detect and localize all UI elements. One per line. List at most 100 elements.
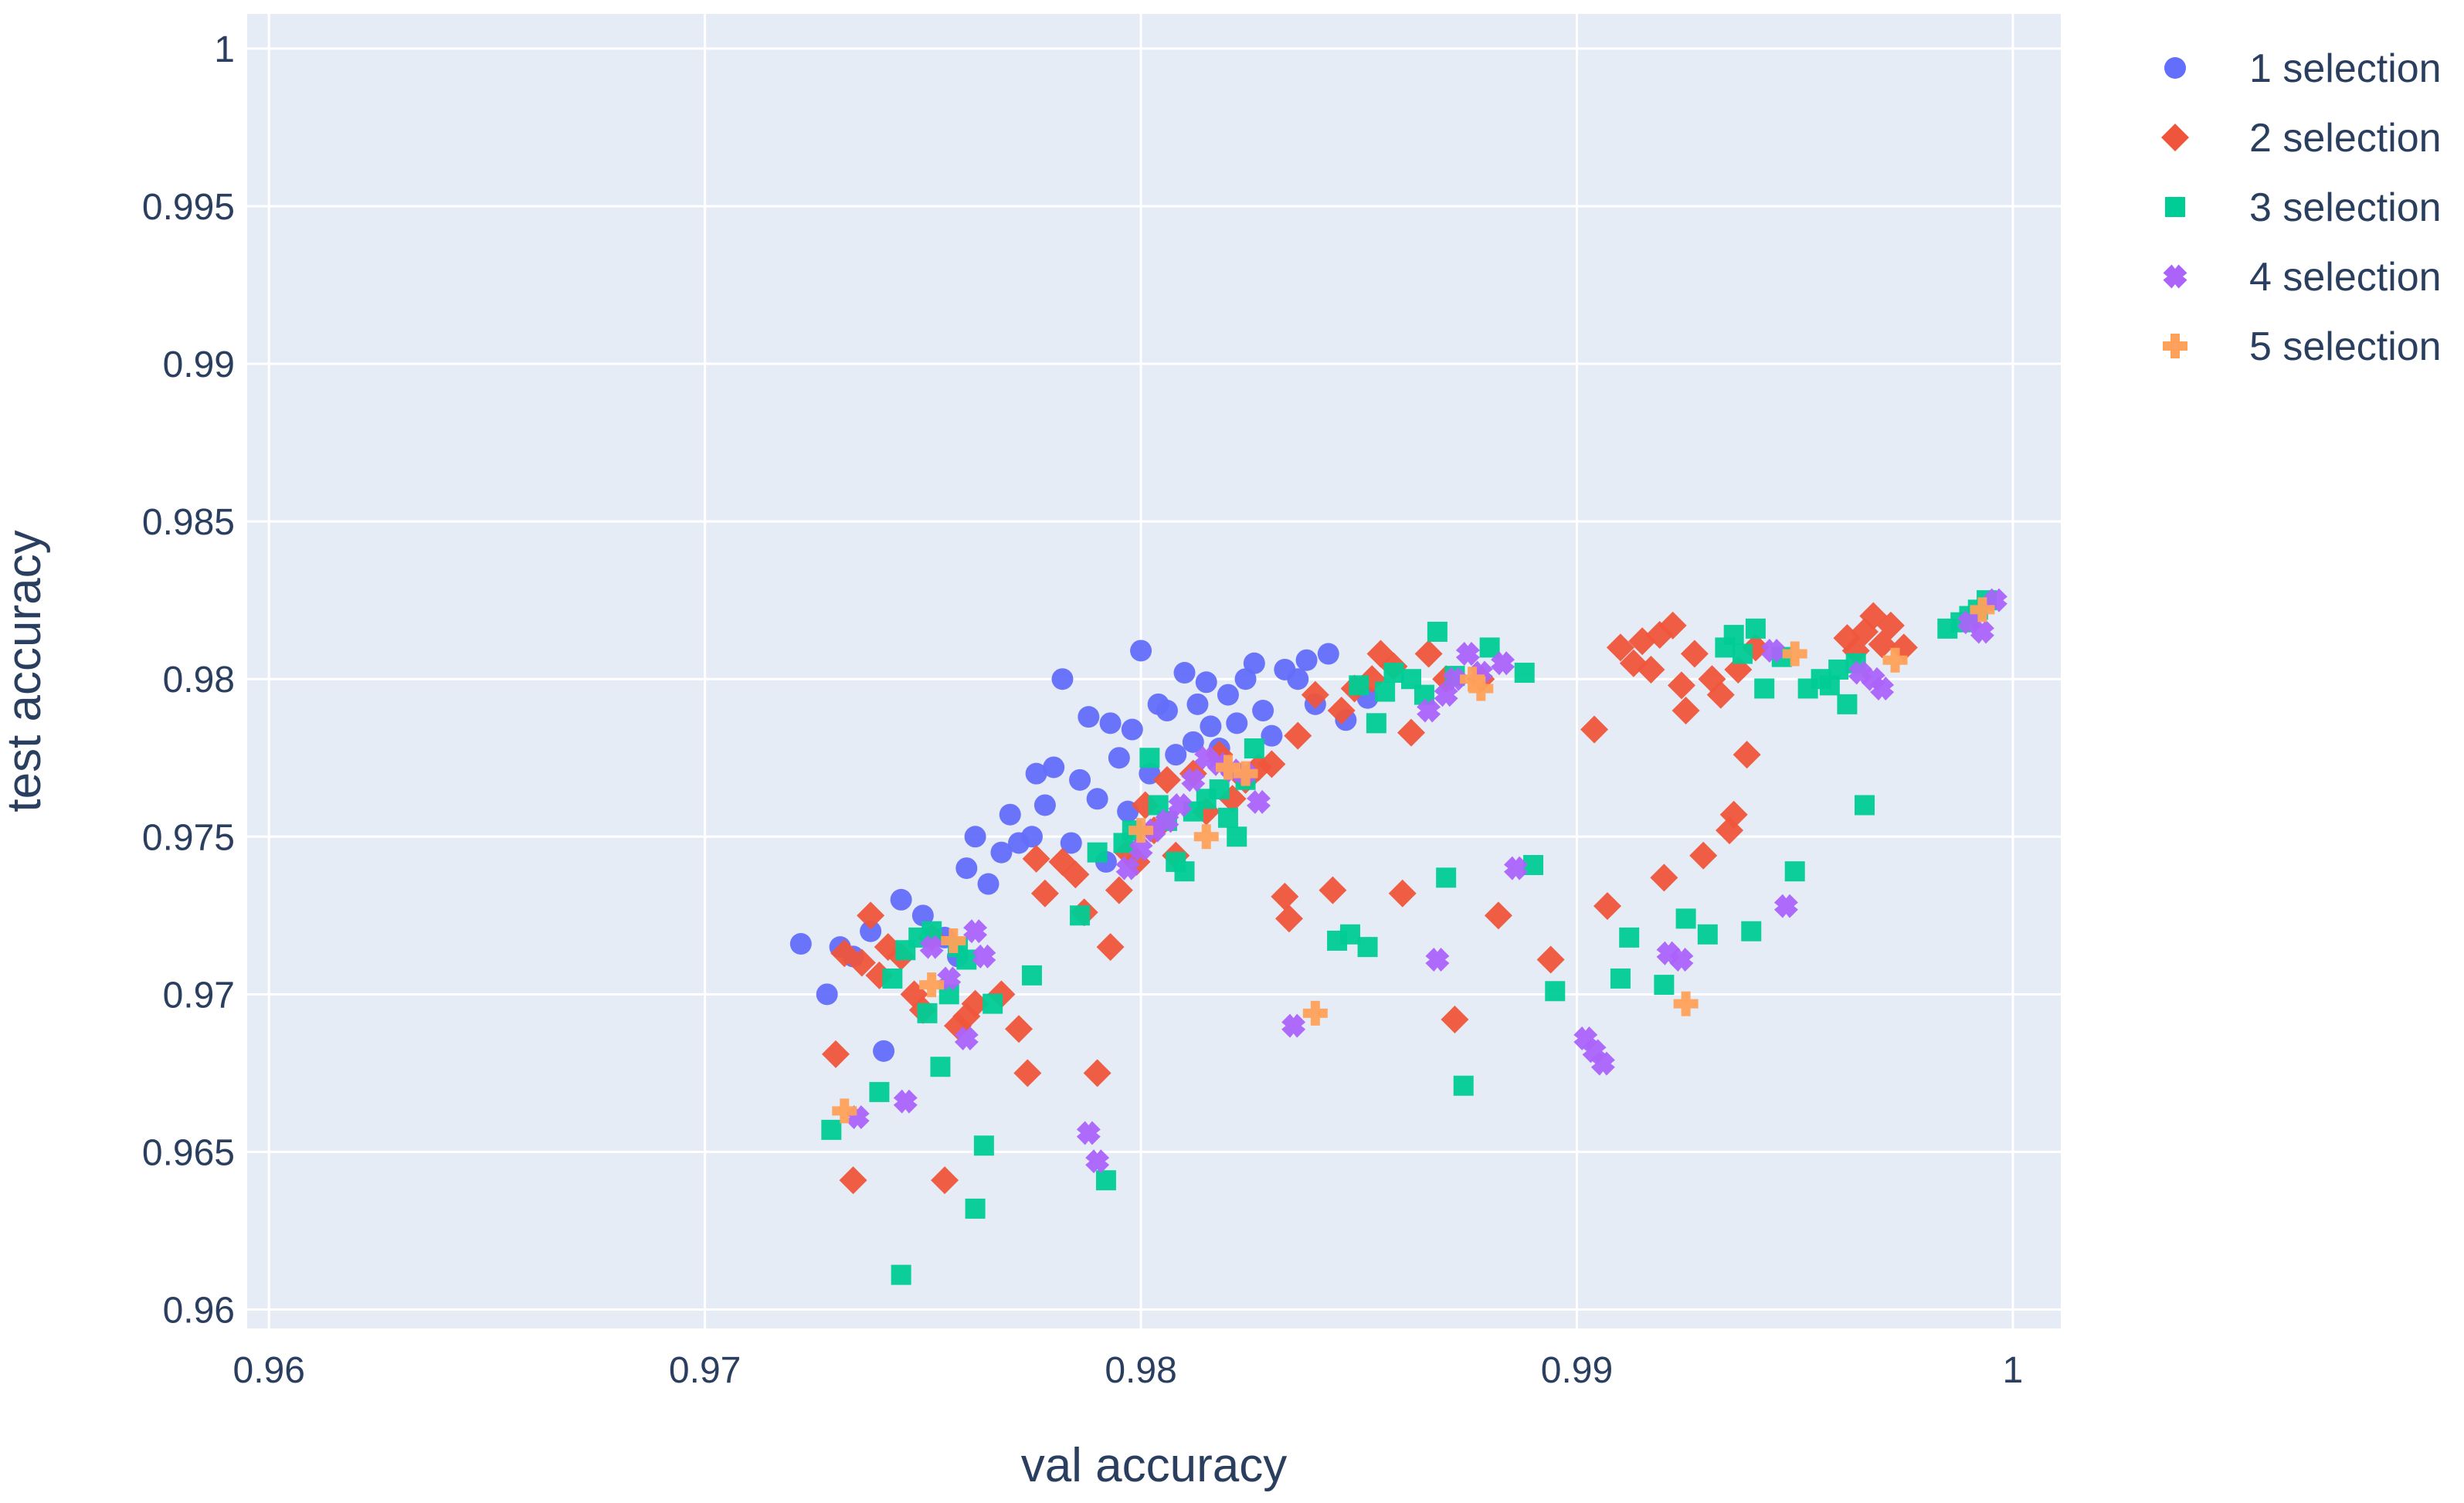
data-point — [869, 1081, 890, 1102]
data-point — [1302, 1000, 1328, 1026]
data-point — [1195, 671, 1217, 694]
legend-label: 5 selection — [2249, 324, 2442, 369]
data-point — [1043, 756, 1065, 779]
data-point — [1076, 1121, 1101, 1145]
data-point — [1606, 633, 1634, 662]
data-point — [941, 928, 966, 953]
data-point — [1706, 680, 1735, 709]
legend-item-3[interactable]: 3 selection — [2165, 185, 2442, 230]
y-tick-label: 0.995 — [142, 187, 235, 228]
y-tick-label: 1 — [214, 29, 235, 70]
data-point — [1271, 882, 1299, 911]
data-point — [1030, 879, 1059, 908]
data-point — [1837, 694, 1858, 714]
data-point — [1193, 824, 1219, 850]
data-point — [1051, 668, 1074, 690]
data-point — [1417, 698, 1441, 723]
data-point — [1536, 945, 1565, 974]
data-point — [1654, 975, 1675, 996]
data-point — [1732, 643, 1753, 664]
data-point — [1468, 676, 1494, 701]
data-point — [919, 935, 944, 959]
data-point — [1174, 861, 1195, 882]
data-point — [1121, 718, 1143, 741]
data-point — [1020, 826, 1043, 848]
data-point — [1005, 1015, 1033, 1043]
x-tick-label: 0.99 — [1541, 1350, 1613, 1391]
data-point — [1876, 611, 1905, 640]
data-point — [1128, 837, 1153, 862]
data-points — [789, 588, 2008, 1285]
data-point — [1078, 706, 1100, 728]
data-point — [1484, 901, 1512, 930]
data-point — [1130, 640, 1152, 662]
legend[interactable]: 1 selection 2 selection 3 selection 4 selec… — [2161, 46, 2442, 369]
data-point — [1021, 965, 1042, 986]
data-point — [821, 1040, 850, 1068]
data-point — [1156, 700, 1178, 722]
data-point — [1723, 625, 1744, 646]
data-point — [1246, 789, 1271, 814]
legend-label: 4 selection — [2249, 255, 2442, 300]
data-point — [1105, 876, 1133, 904]
legend-item-2[interactable]: 2 selection — [2161, 116, 2442, 161]
legend-label: 1 selection — [2249, 46, 2442, 91]
data-point — [1442, 667, 1467, 691]
data-point — [1165, 744, 1187, 766]
data-point — [1108, 747, 1130, 769]
data-point — [1514, 663, 1535, 684]
data-point — [1460, 667, 1485, 692]
legend-item-5[interactable]: 5 selection — [2163, 324, 2442, 369]
data-point — [1545, 981, 1566, 1002]
data-point — [891, 1264, 911, 1285]
data-point — [1580, 715, 1609, 744]
data-point — [1284, 721, 1312, 750]
data-point — [1366, 713, 1386, 734]
data-point — [1479, 637, 1500, 658]
data-point — [857, 901, 885, 930]
data-point — [1349, 675, 1369, 696]
y-tick-label: 0.985 — [142, 502, 235, 543]
legend-label: 3 selection — [2249, 185, 2442, 230]
data-point — [882, 968, 903, 989]
data-point — [1441, 1006, 1469, 1034]
data-point — [816, 983, 838, 1006]
data-point — [1828, 659, 1849, 680]
data-point — [1414, 640, 1443, 668]
y-tick-label: 0.96 — [163, 1291, 235, 1332]
data-point — [1261, 724, 1283, 747]
legend-item-1[interactable]: 1 selection — [2164, 46, 2442, 91]
data-point — [917, 1003, 938, 1023]
data-point — [1128, 818, 1154, 843]
data-point — [1882, 647, 1908, 673]
data-point — [821, 1119, 842, 1140]
data-point — [1168, 792, 1193, 817]
data-point — [1155, 809, 1179, 833]
data-point — [1970, 597, 1995, 623]
data-point — [1650, 863, 1678, 892]
data-point — [977, 873, 1000, 895]
data-point — [890, 888, 912, 911]
data-point — [931, 1166, 959, 1195]
x-tick-labels: 0.96 0.97 0.98 0.99 1 — [233, 1350, 2024, 1391]
data-point — [963, 919, 988, 944]
series-5-points — [832, 597, 1995, 1124]
data-point — [847, 948, 876, 977]
data-point — [1773, 894, 1798, 918]
y-tick-label: 0.975 — [142, 817, 235, 858]
data-point — [1096, 933, 1125, 962]
legend-label: 2 selection — [2249, 116, 2442, 161]
data-point — [972, 944, 996, 969]
data-point — [965, 1198, 986, 1219]
data-point — [1182, 731, 1204, 753]
data-point — [1022, 844, 1050, 873]
data-point — [873, 1040, 895, 1062]
data-point — [1491, 651, 1515, 676]
data-point — [832, 1098, 857, 1124]
data-point — [1455, 642, 1480, 667]
data-point — [1218, 785, 1247, 813]
x-tick-label: 0.98 — [1105, 1350, 1176, 1391]
data-point — [839, 1166, 867, 1195]
data-point — [1673, 991, 1699, 1016]
legend-item-4[interactable]: 4 selection — [2163, 255, 2442, 300]
